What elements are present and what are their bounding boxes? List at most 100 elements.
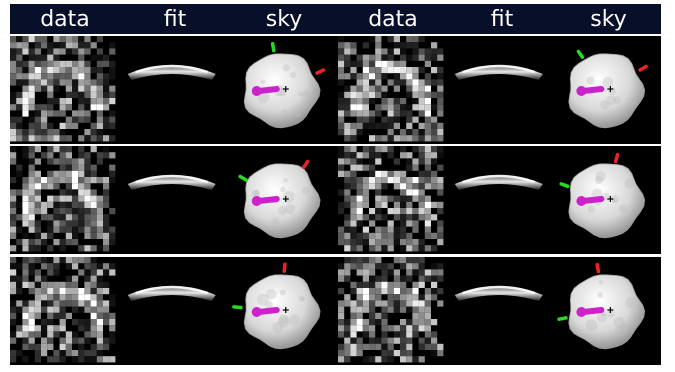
data-pixel: [34, 294, 41, 301]
data-pixel: [65, 152, 72, 159]
data-pixel: [34, 183, 41, 190]
data-pixel: [387, 232, 394, 239]
data-pixel: [338, 189, 345, 196]
data-pixel: [393, 195, 400, 202]
data-pixel: [34, 79, 41, 86]
data-pixel: [431, 350, 438, 357]
data-pixel: [103, 104, 110, 111]
data-pixel: [47, 135, 54, 142]
data-pixel: [10, 122, 17, 129]
data-pixel: [418, 312, 425, 319]
data-pixel: [375, 48, 382, 55]
data-pixel: [381, 226, 388, 233]
data-pixel: [78, 73, 85, 80]
data-pixel: [344, 135, 351, 142]
data-pixel: [103, 79, 110, 86]
data-pixel: [22, 319, 29, 326]
data-pixel: [16, 170, 23, 177]
data-pixel: [103, 195, 110, 202]
data-pixel: [418, 263, 425, 270]
surface-crater: [278, 314, 289, 325]
data-pixel: [387, 67, 394, 74]
data-pixel: [412, 73, 419, 80]
data-pixel: [356, 232, 363, 239]
data-pixel: [34, 269, 41, 276]
data-pixel: [65, 263, 72, 270]
data-pixel: [400, 275, 407, 282]
data-pixel: [10, 129, 17, 136]
data-pixel: [10, 226, 17, 233]
data-pixel: [338, 300, 345, 307]
data-pixel: [47, 91, 54, 98]
data-pixel: [375, 300, 382, 307]
data-pixel: [369, 257, 376, 264]
data-pixel: [16, 116, 23, 123]
data-pixel: [356, 110, 363, 117]
data-pixel: [437, 104, 444, 111]
data-pixel: [418, 152, 425, 159]
data-pixel: [356, 269, 363, 276]
data-pixel: [78, 54, 85, 61]
data-pixel: [22, 85, 29, 92]
data-pixel: [393, 275, 400, 282]
data-pixel: [72, 281, 79, 288]
data-pixel: [437, 201, 444, 208]
data-pixel: [28, 263, 35, 270]
data-pixel: [369, 116, 376, 123]
data-pixel: [400, 306, 407, 313]
data-pixel: [103, 189, 110, 196]
data-pixel: [375, 245, 382, 252]
data-pixel: [369, 60, 376, 67]
data-pixel: [78, 79, 85, 86]
data-pixel: [84, 183, 91, 190]
data-pixel: [53, 350, 60, 357]
data-pixel: [65, 350, 72, 357]
data-pixel: [393, 48, 400, 55]
data-pixel: [437, 67, 444, 74]
data-pixel: [53, 331, 60, 338]
data-pixel: [375, 91, 382, 98]
data-pixel: [59, 257, 66, 264]
data-pixel: [10, 331, 17, 338]
data-pixel: [103, 122, 110, 129]
data-pixel: [369, 177, 376, 184]
data-pixel: [338, 263, 345, 270]
data-pixel: [84, 288, 91, 295]
data-pixel: [375, 67, 382, 74]
data-pixel: [59, 195, 66, 202]
data-pixel: [344, 110, 351, 117]
data-pixel: [356, 189, 363, 196]
data-pixel: [65, 122, 72, 129]
data-pixel: [10, 177, 17, 184]
data-pixel: [437, 300, 444, 307]
data-pixel: [72, 201, 79, 208]
data-pixel: [400, 356, 407, 363]
data-pixel: [356, 158, 363, 165]
data-pixel: [350, 48, 357, 55]
data-pixel: [84, 152, 91, 159]
surface-crater: [260, 79, 266, 85]
data-pixel: [10, 288, 17, 295]
data-pixel: [72, 60, 79, 67]
data-pixel: [356, 85, 363, 92]
data-pixel: [412, 226, 419, 233]
data-pixel: [406, 122, 413, 129]
data-pixel: [47, 294, 54, 301]
data-pixel: [424, 275, 431, 282]
data-pixel: [356, 281, 363, 288]
surface-crater: [606, 309, 615, 318]
surface-crater: [264, 300, 273, 309]
data-pixel: [96, 67, 103, 74]
east-marker-icon: [301, 159, 310, 169]
data-pixel: [59, 158, 66, 165]
data-pixel: [412, 306, 419, 313]
data-pixel: [109, 116, 116, 123]
data-pixel: [393, 158, 400, 165]
data-pixel: [10, 158, 17, 165]
data-pixel: [90, 214, 97, 221]
data-pixel: [400, 170, 407, 177]
surface-crater: [302, 187, 310, 195]
data-pixel: [400, 214, 407, 221]
data-pixel: [356, 104, 363, 111]
data-pixel: [84, 164, 91, 171]
